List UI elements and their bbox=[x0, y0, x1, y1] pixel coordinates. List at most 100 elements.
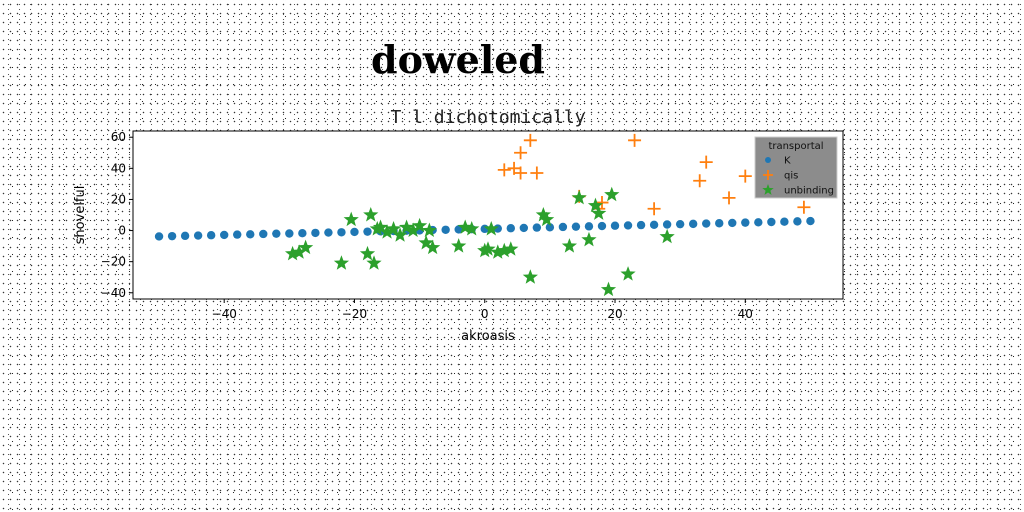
data-point-unbinding bbox=[291, 244, 307, 259]
data-point-unbinding bbox=[412, 217, 428, 233]
x-tick-label: −20 bbox=[342, 307, 367, 321]
legend-marker-K bbox=[765, 157, 771, 163]
data-point-unbinding bbox=[343, 211, 359, 227]
data-point-unbinding bbox=[591, 205, 607, 220]
data-point-K bbox=[780, 217, 789, 226]
data-point-unbinding bbox=[379, 224, 395, 239]
data-point-unbinding bbox=[398, 219, 415, 234]
data-point-K bbox=[532, 223, 542, 232]
axis-ticks: −40 −20 0 20 40 −40 −20 0 20 40 60 bbox=[101, 130, 753, 321]
data-point-K bbox=[180, 231, 190, 241]
data-point-unbinding bbox=[539, 211, 555, 227]
y-axis-label: shovelful bbox=[73, 186, 88, 245]
y-tick-label: 20 bbox=[111, 192, 126, 206]
data-point-qis bbox=[595, 196, 609, 210]
data-point-unbinding bbox=[298, 239, 314, 255]
data-point-qis bbox=[530, 166, 544, 180]
data-point-unbinding bbox=[496, 242, 512, 258]
series-unbinding bbox=[284, 186, 675, 297]
x-axis-label: akroasis bbox=[461, 329, 515, 344]
data-point-unbinding bbox=[581, 231, 597, 247]
data-point-unbinding bbox=[490, 244, 506, 259]
legend-title: transportal bbox=[768, 141, 823, 152]
data-point-K bbox=[167, 231, 177, 241]
data-point-K bbox=[675, 219, 685, 229]
data-point-unbinding bbox=[392, 227, 408, 242]
data-point-unbinding bbox=[385, 221, 402, 236]
data-point-unbinding bbox=[421, 222, 437, 238]
data-point-K bbox=[311, 228, 320, 238]
data-point-K bbox=[233, 230, 242, 239]
legend-entry-unbinding: unbinding bbox=[762, 184, 834, 197]
data-point-K bbox=[715, 219, 724, 228]
data-point-unbinding bbox=[620, 266, 636, 281]
data-point-unbinding bbox=[480, 241, 496, 256]
data-point-K bbox=[741, 218, 750, 227]
data-point-K bbox=[298, 229, 307, 238]
data-point-K bbox=[219, 230, 229, 240]
data-point-unbinding bbox=[503, 241, 519, 256]
data-point-qis bbox=[507, 161, 521, 175]
data-point-qis bbox=[797, 200, 811, 214]
data-point-K bbox=[324, 228, 333, 237]
data-point-K bbox=[259, 229, 268, 239]
data-point-K bbox=[506, 224, 515, 233]
x-tick-label: 20 bbox=[607, 307, 622, 321]
data-point-unbinding bbox=[561, 238, 578, 253]
data-point-K bbox=[154, 232, 164, 241]
data-point-qis bbox=[523, 133, 537, 147]
legend-entry-qis: qis bbox=[763, 170, 798, 182]
data-point-unbinding bbox=[363, 207, 379, 222]
series-K bbox=[154, 216, 815, 241]
data-point-K bbox=[285, 229, 294, 238]
data-point-qis bbox=[647, 202, 661, 216]
data-point-K bbox=[623, 221, 633, 230]
y-tick-label: 0 bbox=[118, 224, 126, 238]
data-point-K bbox=[610, 221, 620, 230]
data-point-qis bbox=[497, 163, 511, 177]
data-point-unbinding bbox=[483, 221, 499, 236]
data-point-K bbox=[806, 216, 815, 226]
data-point-unbinding bbox=[522, 269, 538, 284]
data-point-unbinding bbox=[587, 197, 604, 213]
data-point-qis bbox=[722, 191, 736, 205]
legend-label-qis: qis bbox=[784, 171, 798, 182]
data-point-K bbox=[662, 220, 672, 229]
data-point-K bbox=[337, 228, 346, 237]
figure-title: doweled bbox=[371, 37, 545, 82]
chart-title: T l dichotomically bbox=[390, 107, 585, 128]
data-point-K bbox=[688, 219, 698, 229]
data-point-K bbox=[702, 219, 711, 228]
data-point-unbinding bbox=[451, 238, 467, 253]
data-point-K bbox=[441, 225, 450, 234]
legend-marker-qis bbox=[763, 170, 773, 180]
data-point-unbinding bbox=[333, 255, 350, 270]
data-point-K bbox=[350, 227, 359, 237]
data-point-unbinding bbox=[418, 235, 434, 250]
data-point-unbinding bbox=[425, 239, 441, 255]
data-point-K bbox=[545, 223, 555, 232]
legend-label-K: K bbox=[784, 156, 791, 167]
data-point-unbinding bbox=[659, 228, 675, 244]
data-point-K bbox=[597, 221, 607, 231]
data-point-qis bbox=[738, 169, 752, 183]
data-point-K bbox=[558, 222, 568, 232]
data-point-unbinding bbox=[604, 186, 620, 202]
data-point-K bbox=[363, 227, 372, 236]
data-point-unbinding bbox=[405, 222, 421, 238]
data-point-unbinding bbox=[571, 189, 587, 205]
data-marks bbox=[154, 133, 815, 297]
data-point-unbinding bbox=[359, 245, 376, 261]
data-point-K bbox=[246, 230, 255, 239]
data-point-K bbox=[272, 229, 281, 238]
legend-entry-K: K bbox=[765, 156, 791, 167]
y-tick-label: 40 bbox=[111, 161, 126, 175]
x-tick-label: 0 bbox=[481, 307, 489, 321]
data-point-K bbox=[519, 223, 529, 233]
data-point-qis bbox=[693, 174, 707, 188]
y-tick-label: −20 bbox=[101, 255, 126, 269]
data-point-K bbox=[649, 220, 659, 229]
data-point-K bbox=[767, 217, 776, 227]
data-point-qis bbox=[514, 146, 528, 160]
data-point-qis bbox=[514, 166, 528, 180]
